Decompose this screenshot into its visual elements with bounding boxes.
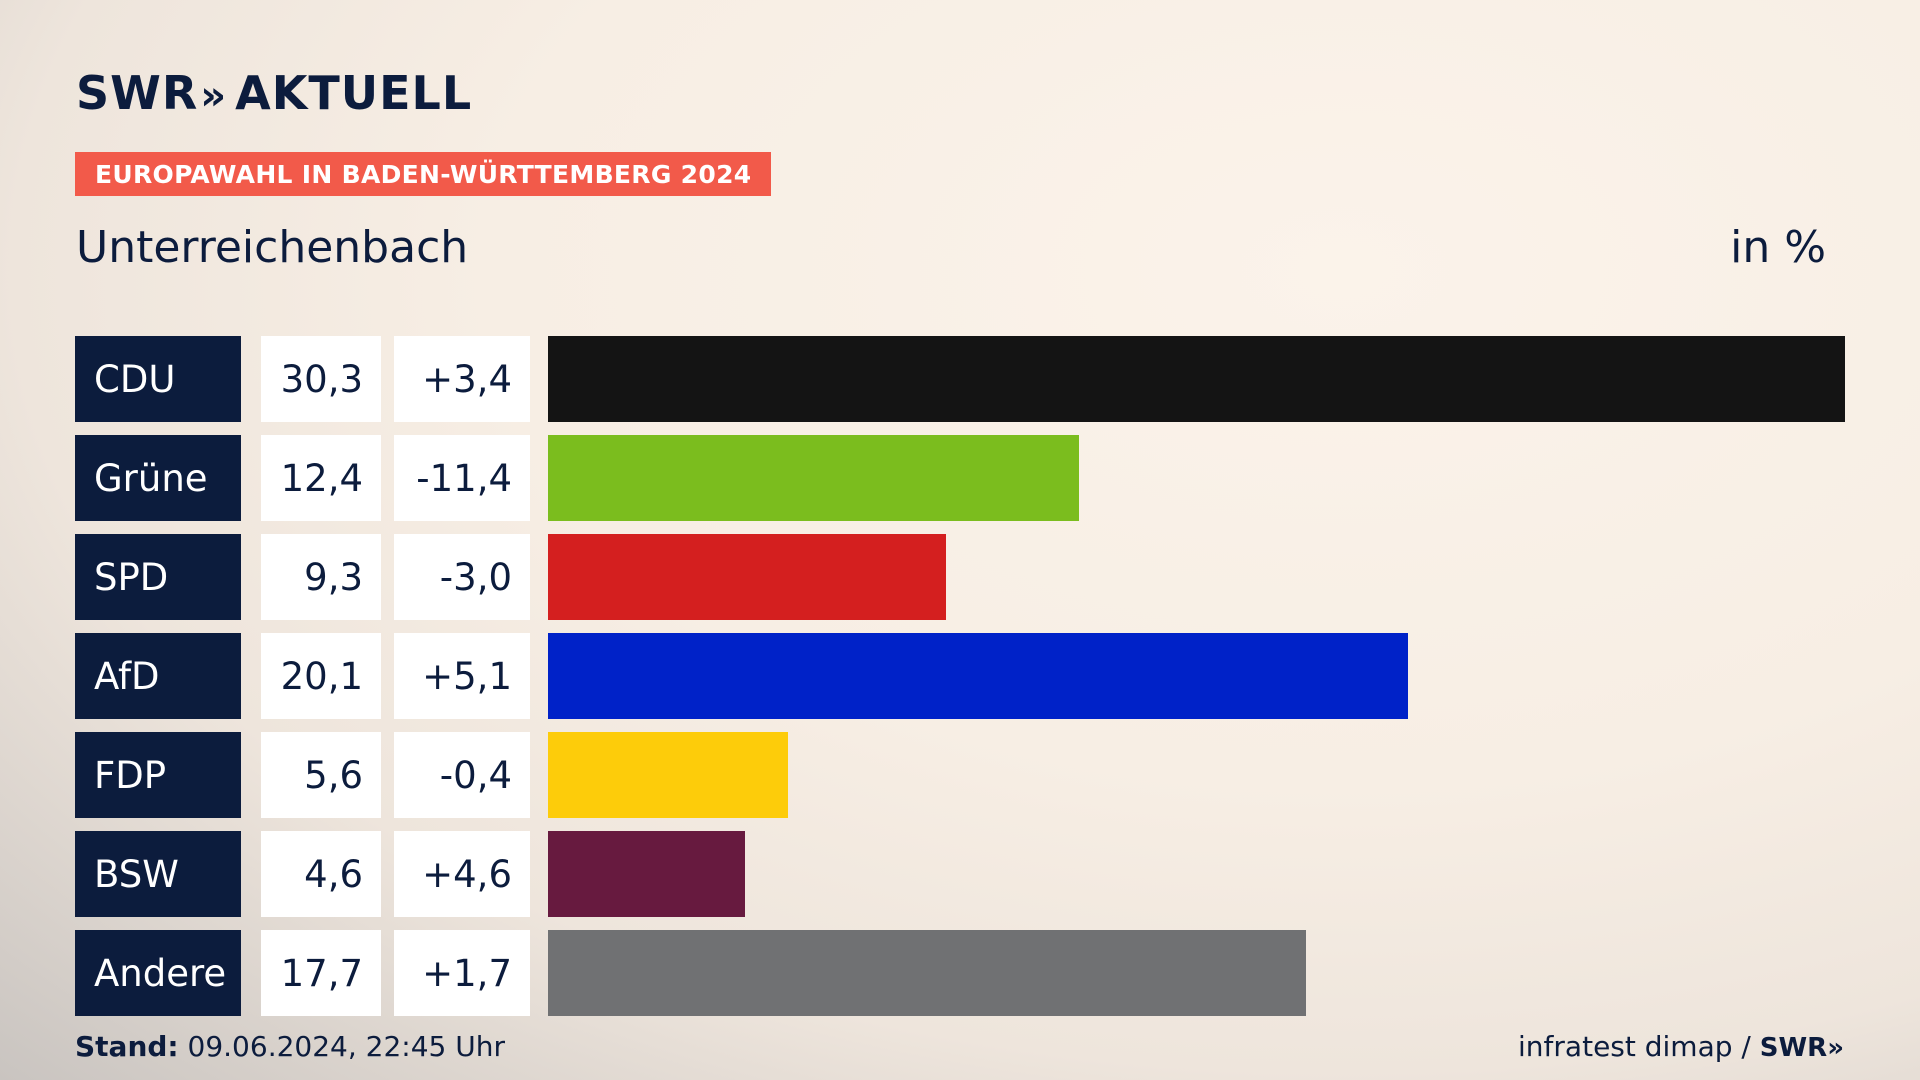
source-text: infratest dimap / xyxy=(1518,1030,1751,1063)
source-brand: SWR» xyxy=(1759,1033,1844,1063)
timestamp: Stand: 09.06.2024, 22:45 Uhr xyxy=(75,1030,505,1063)
vote-share-label: 20,1 xyxy=(261,633,381,719)
chart-title: Unterreichenbach xyxy=(76,222,469,273)
brand-name: SWR xyxy=(76,66,199,120)
change-label: +5,1 xyxy=(394,633,530,719)
vote-share-label: 4,6 xyxy=(261,831,381,917)
result-bar xyxy=(548,336,1845,422)
election-tag: EUROPAWAHL IN BADEN-WÜRTTEMBERG 2024 xyxy=(75,152,772,196)
stand-value: 09.06.2024, 22:45 Uhr xyxy=(187,1030,505,1063)
vote-share-label: 17,7 xyxy=(261,930,381,1016)
result-row: SPD 9,3 -3,0 xyxy=(75,534,1845,620)
vote-share-label: 5,6 xyxy=(261,732,381,818)
party-label: Grüne xyxy=(75,435,241,521)
result-bar xyxy=(548,831,745,917)
brand-chevron-icon: » xyxy=(200,73,228,119)
change-label: +4,6 xyxy=(394,831,530,917)
result-bar xyxy=(548,435,1079,521)
result-row: AfD 20,1 +5,1 xyxy=(75,633,1845,719)
stand-label: Stand: xyxy=(75,1030,179,1063)
result-bar xyxy=(548,633,1408,719)
party-label: FDP xyxy=(75,732,241,818)
party-label: AfD xyxy=(75,633,241,719)
change-label: +3,4 xyxy=(394,336,530,422)
change-label: +1,7 xyxy=(394,930,530,1016)
unit-label: in % xyxy=(1730,222,1826,273)
result-bar xyxy=(548,930,1306,1016)
change-label: -11,4 xyxy=(394,435,530,521)
party-label: CDU xyxy=(75,336,241,422)
party-label: Andere xyxy=(75,930,241,1016)
brand-suffix: AKTUELL xyxy=(235,66,473,120)
result-row: Grüne 12,4 -11,4 xyxy=(75,435,1845,521)
party-label: SPD xyxy=(75,534,241,620)
vote-share-label: 12,4 xyxy=(261,435,381,521)
change-label: -0,4 xyxy=(394,732,530,818)
vote-share-label: 9,3 xyxy=(261,534,381,620)
result-bar xyxy=(548,534,946,620)
source-credit: infratest dimap / SWR» xyxy=(1518,1030,1844,1063)
result-bar xyxy=(548,732,788,818)
brand-logo: SWR» AKTUELL xyxy=(76,66,472,120)
change-label: -3,0 xyxy=(394,534,530,620)
result-row: BSW 4,6 +4,6 xyxy=(75,831,1845,917)
result-row: FDP 5,6 -0,4 xyxy=(75,732,1845,818)
result-row: Andere 17,7 +1,7 xyxy=(75,930,1845,1016)
result-row: CDU 30,3 +3,4 xyxy=(75,336,1845,422)
vote-share-label: 30,3 xyxy=(261,336,381,422)
party-label: BSW xyxy=(75,831,241,917)
